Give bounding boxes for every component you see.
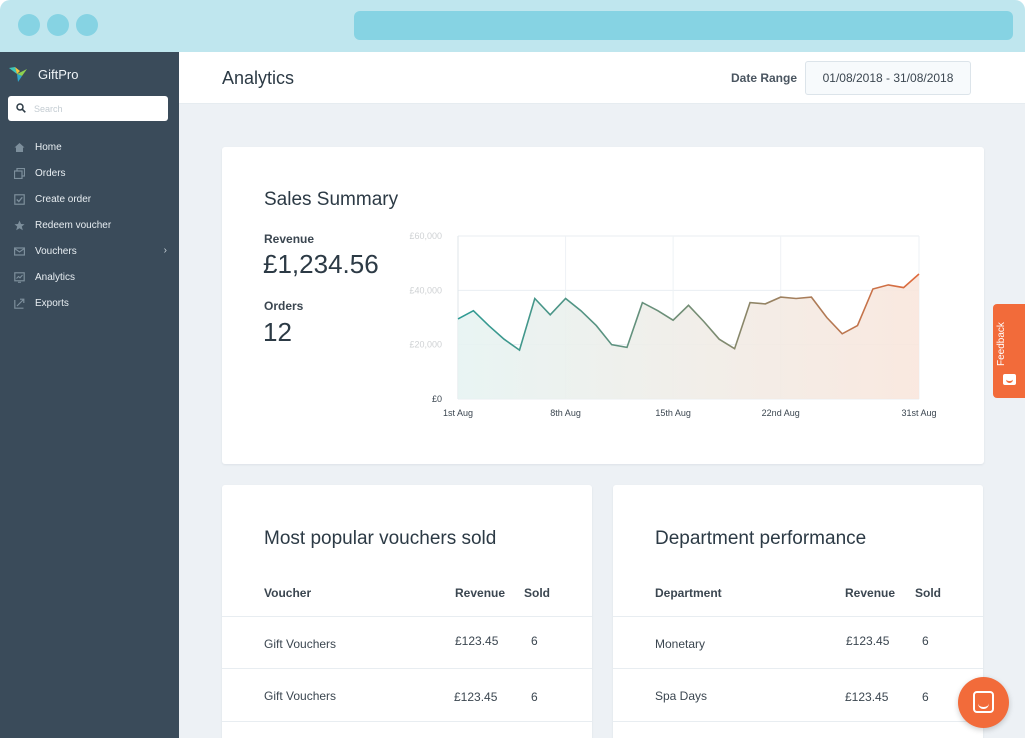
table-divider: [222, 616, 592, 617]
feedback-label: Feedback: [996, 322, 1007, 366]
voucher-revenue: £123.45: [454, 690, 498, 704]
exports-icon: [14, 298, 25, 309]
column-header-revenue[interactable]: Revenue: [455, 586, 506, 600]
table-divider: [222, 721, 592, 722]
chart-x-tick-label: 22nd Aug: [762, 408, 800, 418]
sidebar-item-label: Orders: [35, 167, 66, 179]
browser-chrome: [0, 0, 1025, 52]
column-header-sold[interactable]: Sold: [915, 586, 941, 600]
chart-series-line: [457, 273, 920, 352]
department-revenue: £123.45: [846, 634, 890, 648]
brand[interactable]: GiftPro: [8, 64, 78, 84]
sales-chart: £0 £20,000 £40,000 £60,000 1st Aug 8th Aug 15…: [409, 231, 937, 418]
page-title: Analytics: [222, 68, 295, 88]
sidebar-item-home[interactable]: Home: [0, 134, 179, 160]
window-minimize-dot[interactable]: [47, 14, 69, 36]
orders-icon: [14, 167, 25, 179]
sidebar-item-exports[interactable]: Exports: [0, 290, 179, 316]
chart-x-tick-label: 1st Aug: [443, 408, 473, 418]
home-icon: [14, 142, 25, 152]
date-range-label: Date Range: [731, 71, 798, 85]
voucher-sold: 6: [531, 690, 538, 704]
chart-x-tick-label: 8th Aug: [550, 408, 581, 418]
chart-y-tick-label: £20,000: [409, 340, 442, 350]
envelope-icon: [14, 246, 25, 256]
sidebar-item-orders[interactable]: Orders: [0, 160, 179, 186]
sidebar-item-vouchers[interactable]: Vouchers ›: [0, 238, 179, 264]
chat-launcher-button[interactable]: [958, 677, 1009, 728]
sidebar-item-label: Create order: [35, 193, 92, 205]
chevron-right-icon: ›: [163, 245, 167, 256]
chart-x-axis: 1st Aug 8th Aug 15th Aug 22nd Aug 31st Aug: [443, 408, 937, 418]
revenue-value: £1,234.56: [263, 249, 379, 279]
date-range-picker[interactable]: 01/08/2018 - 31/08/2018: [805, 61, 971, 95]
sidebar-item-label: Vouchers: [35, 245, 77, 257]
analytics-icon: [14, 271, 25, 283]
column-header-department[interactable]: Department: [655, 586, 722, 600]
chart-x-tick-label: 15th Aug: [655, 408, 691, 418]
chart-y-tick-label: £60,000: [409, 231, 442, 241]
sidebar-item-label: Home: [35, 141, 62, 153]
department-name: Monetary: [655, 637, 706, 651]
window-close-dot[interactable]: [18, 14, 40, 36]
department-performance-card: Department performance Department Revenu…: [613, 485, 983, 738]
orders-label: Orders: [264, 299, 304, 313]
sidebar: GiftPro Search Home Orders Create order …: [0, 52, 179, 738]
department-sold: 6: [922, 690, 929, 704]
chart-y-axis: £0 £20,000 £40,000 £60,000: [409, 231, 442, 404]
column-header-revenue[interactable]: Revenue: [845, 586, 896, 600]
star-icon: [14, 220, 25, 230]
voucher-revenue: £123.45: [455, 634, 499, 648]
sidebar-item-label: Analytics: [35, 271, 76, 283]
brand-name: GiftPro: [38, 66, 79, 82]
table-divider: [222, 668, 592, 669]
department-sold: 6: [922, 634, 929, 648]
popular-vouchers-title: Most popular vouchers sold: [264, 528, 497, 549]
smiley-icon: [1003, 374, 1016, 385]
chart-x-tick-label: 31st Aug: [901, 408, 936, 418]
revenue-label: Revenue: [264, 232, 315, 246]
chart-area-fill: [458, 274, 919, 399]
search-placeholder: Search: [34, 104, 63, 114]
voucher-sold: 6: [531, 634, 538, 648]
voucher-name: Gift Vouchers: [264, 637, 337, 651]
popular-vouchers-card: Most popular vouchers sold Voucher Reven…: [222, 485, 592, 738]
address-bar[interactable]: [354, 11, 1013, 40]
sales-summary-title: Sales Summary: [264, 189, 399, 210]
department-performance-title: Department performance: [655, 528, 867, 549]
header-bar: Analytics Date Range 01/08/2018 - 31/08/…: [179, 52, 1025, 104]
column-header-voucher[interactable]: Voucher: [264, 586, 312, 600]
feedback-tab[interactable]: Feedback: [993, 304, 1025, 398]
chart-y-tick-label: £0: [432, 394, 442, 404]
orders-value: 12: [263, 317, 292, 347]
window-maximize-dot[interactable]: [76, 14, 98, 36]
sidebar-item-label: Exports: [35, 297, 69, 309]
column-header-sold[interactable]: Sold: [524, 586, 550, 600]
department-name: Spa Days: [655, 689, 708, 703]
chat-icon: [973, 691, 994, 713]
department-revenue: £123.45: [845, 690, 889, 704]
table-divider: [613, 721, 983, 722]
voucher-name: Gift Vouchers: [264, 689, 337, 703]
hummingbird-logo-icon: [9, 67, 27, 82]
sidebar-item-label: Redeem voucher: [35, 219, 112, 231]
main-content: Sales Summary Revenue £1,234.56 Orders 1…: [179, 104, 1025, 738]
search-icon: [16, 103, 26, 113]
sidebar-nav: Home Orders Create order Redeem voucher …: [0, 134, 179, 316]
sidebar-item-create-order[interactable]: Create order: [0, 186, 179, 212]
sidebar-item-redeem-voucher[interactable]: Redeem voucher: [0, 212, 179, 238]
search-input[interactable]: Search: [8, 96, 168, 121]
checkbox-icon: [14, 193, 25, 205]
sales-summary-card: Sales Summary Revenue £1,234.56 Orders 1…: [222, 147, 984, 464]
sidebar-item-analytics[interactable]: Analytics: [0, 264, 179, 290]
table-divider: [613, 668, 983, 669]
table-divider: [613, 616, 983, 617]
chart-y-tick-label: £40,000: [409, 285, 442, 295]
